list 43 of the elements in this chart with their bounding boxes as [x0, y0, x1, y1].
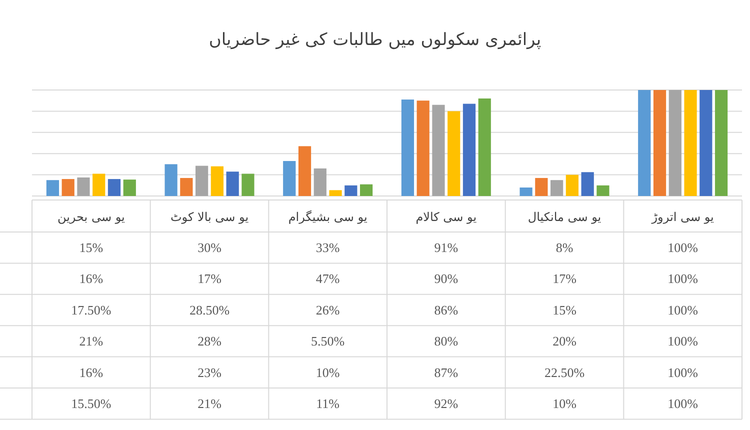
- data-label: 15.50%: [71, 396, 112, 411]
- data-label: 100%: [668, 240, 698, 255]
- data-label: 86%: [434, 302, 458, 318]
- data-label: 100%: [668, 334, 698, 349]
- data-label: 10%: [316, 364, 340, 380]
- data-label: 28.50%: [189, 302, 230, 318]
- data-label: 33%: [316, 240, 340, 255]
- data-label: 16%: [79, 271, 104, 286]
- data-label: 30%: [198, 240, 222, 255]
- data-label: 100%: [668, 302, 698, 318]
- data-label: 100%: [668, 396, 698, 411]
- data-label: 47%: [316, 271, 340, 286]
- data-label: 5.50%: [311, 334, 345, 349]
- data-label: 23%: [198, 364, 222, 380]
- data-label: 10%: [552, 396, 577, 411]
- data-label: 8%: [556, 240, 574, 255]
- data-label: 87%: [434, 364, 458, 380]
- data-label: 17%: [552, 271, 577, 286]
- title: پرائمری سکولوں میں طالبات کی غیر حاضریاں: [208, 30, 542, 50]
- data-label: 15%: [552, 302, 577, 318]
- data-label: 21%: [198, 396, 222, 411]
- data-label: 17.50%: [71, 302, 112, 318]
- data-label: 100%: [668, 364, 698, 380]
- x-tick-label: یو سی کالام: [416, 210, 477, 224]
- data-label: 11%: [316, 396, 340, 411]
- data-label: 15%: [79, 240, 104, 255]
- data-label: 92%: [434, 396, 458, 411]
- x-tick-label: یو سی اتروڑ: [650, 210, 714, 224]
- data-label: 22.50%: [544, 364, 585, 380]
- data-label: 20%: [552, 334, 577, 349]
- x-tick-label: یو سی بالا کوٹ: [170, 210, 249, 224]
- x-tick-label: یو سی مانکیال: [528, 210, 602, 224]
- data-label: 17%: [198, 271, 222, 286]
- data-label: 21%: [79, 334, 104, 349]
- data-label: 16%: [79, 364, 104, 380]
- data-label: 26%: [316, 302, 340, 318]
- data-label: 80%: [434, 334, 458, 349]
- x-tick-label: یو سی بحرین: [57, 210, 125, 224]
- data-label: 28%: [198, 334, 222, 349]
- data-label: 100%: [668, 271, 698, 286]
- x-tick-label: یو سی بشیگرام: [288, 210, 368, 224]
- data-label: 90%: [434, 271, 458, 286]
- data-label: 91%: [434, 240, 458, 255]
